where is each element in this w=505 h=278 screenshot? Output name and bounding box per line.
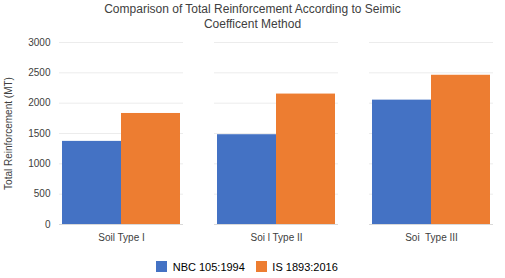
svg-text:2000: 2000: [28, 97, 51, 108]
svg-text:0: 0: [45, 219, 51, 230]
html-text:Coefficent Method: Coefficent Method: [203, 17, 302, 31]
svg-text:Total Reinforcement (MT): Total Reinforcement (MT): [3, 77, 14, 190]
svg-text:500: 500: [34, 188, 51, 199]
svg-text:1000: 1000: [28, 158, 51, 169]
html-text:Comparison of Total Reinforcem: Comparison of Total Reinforcement Accord…: [104, 2, 401, 16]
svg-text:1500: 1500: [28, 128, 51, 139]
html-text:IS 1893:2016: IS 1893:2016: [272, 260, 338, 273]
svg-text:Soi l Type II: Soi l Type II: [250, 232, 302, 243]
svg-text:Soil Type I: Soil Type I: [98, 232, 145, 243]
svg-text:3000: 3000: [28, 37, 51, 48]
html-text:NBC 105:1994: NBC 105:1994: [172, 260, 245, 273]
svg-text:2500: 2500: [28, 67, 51, 78]
svg-text:Soi Type III: Soi Type III: [405, 232, 458, 243]
